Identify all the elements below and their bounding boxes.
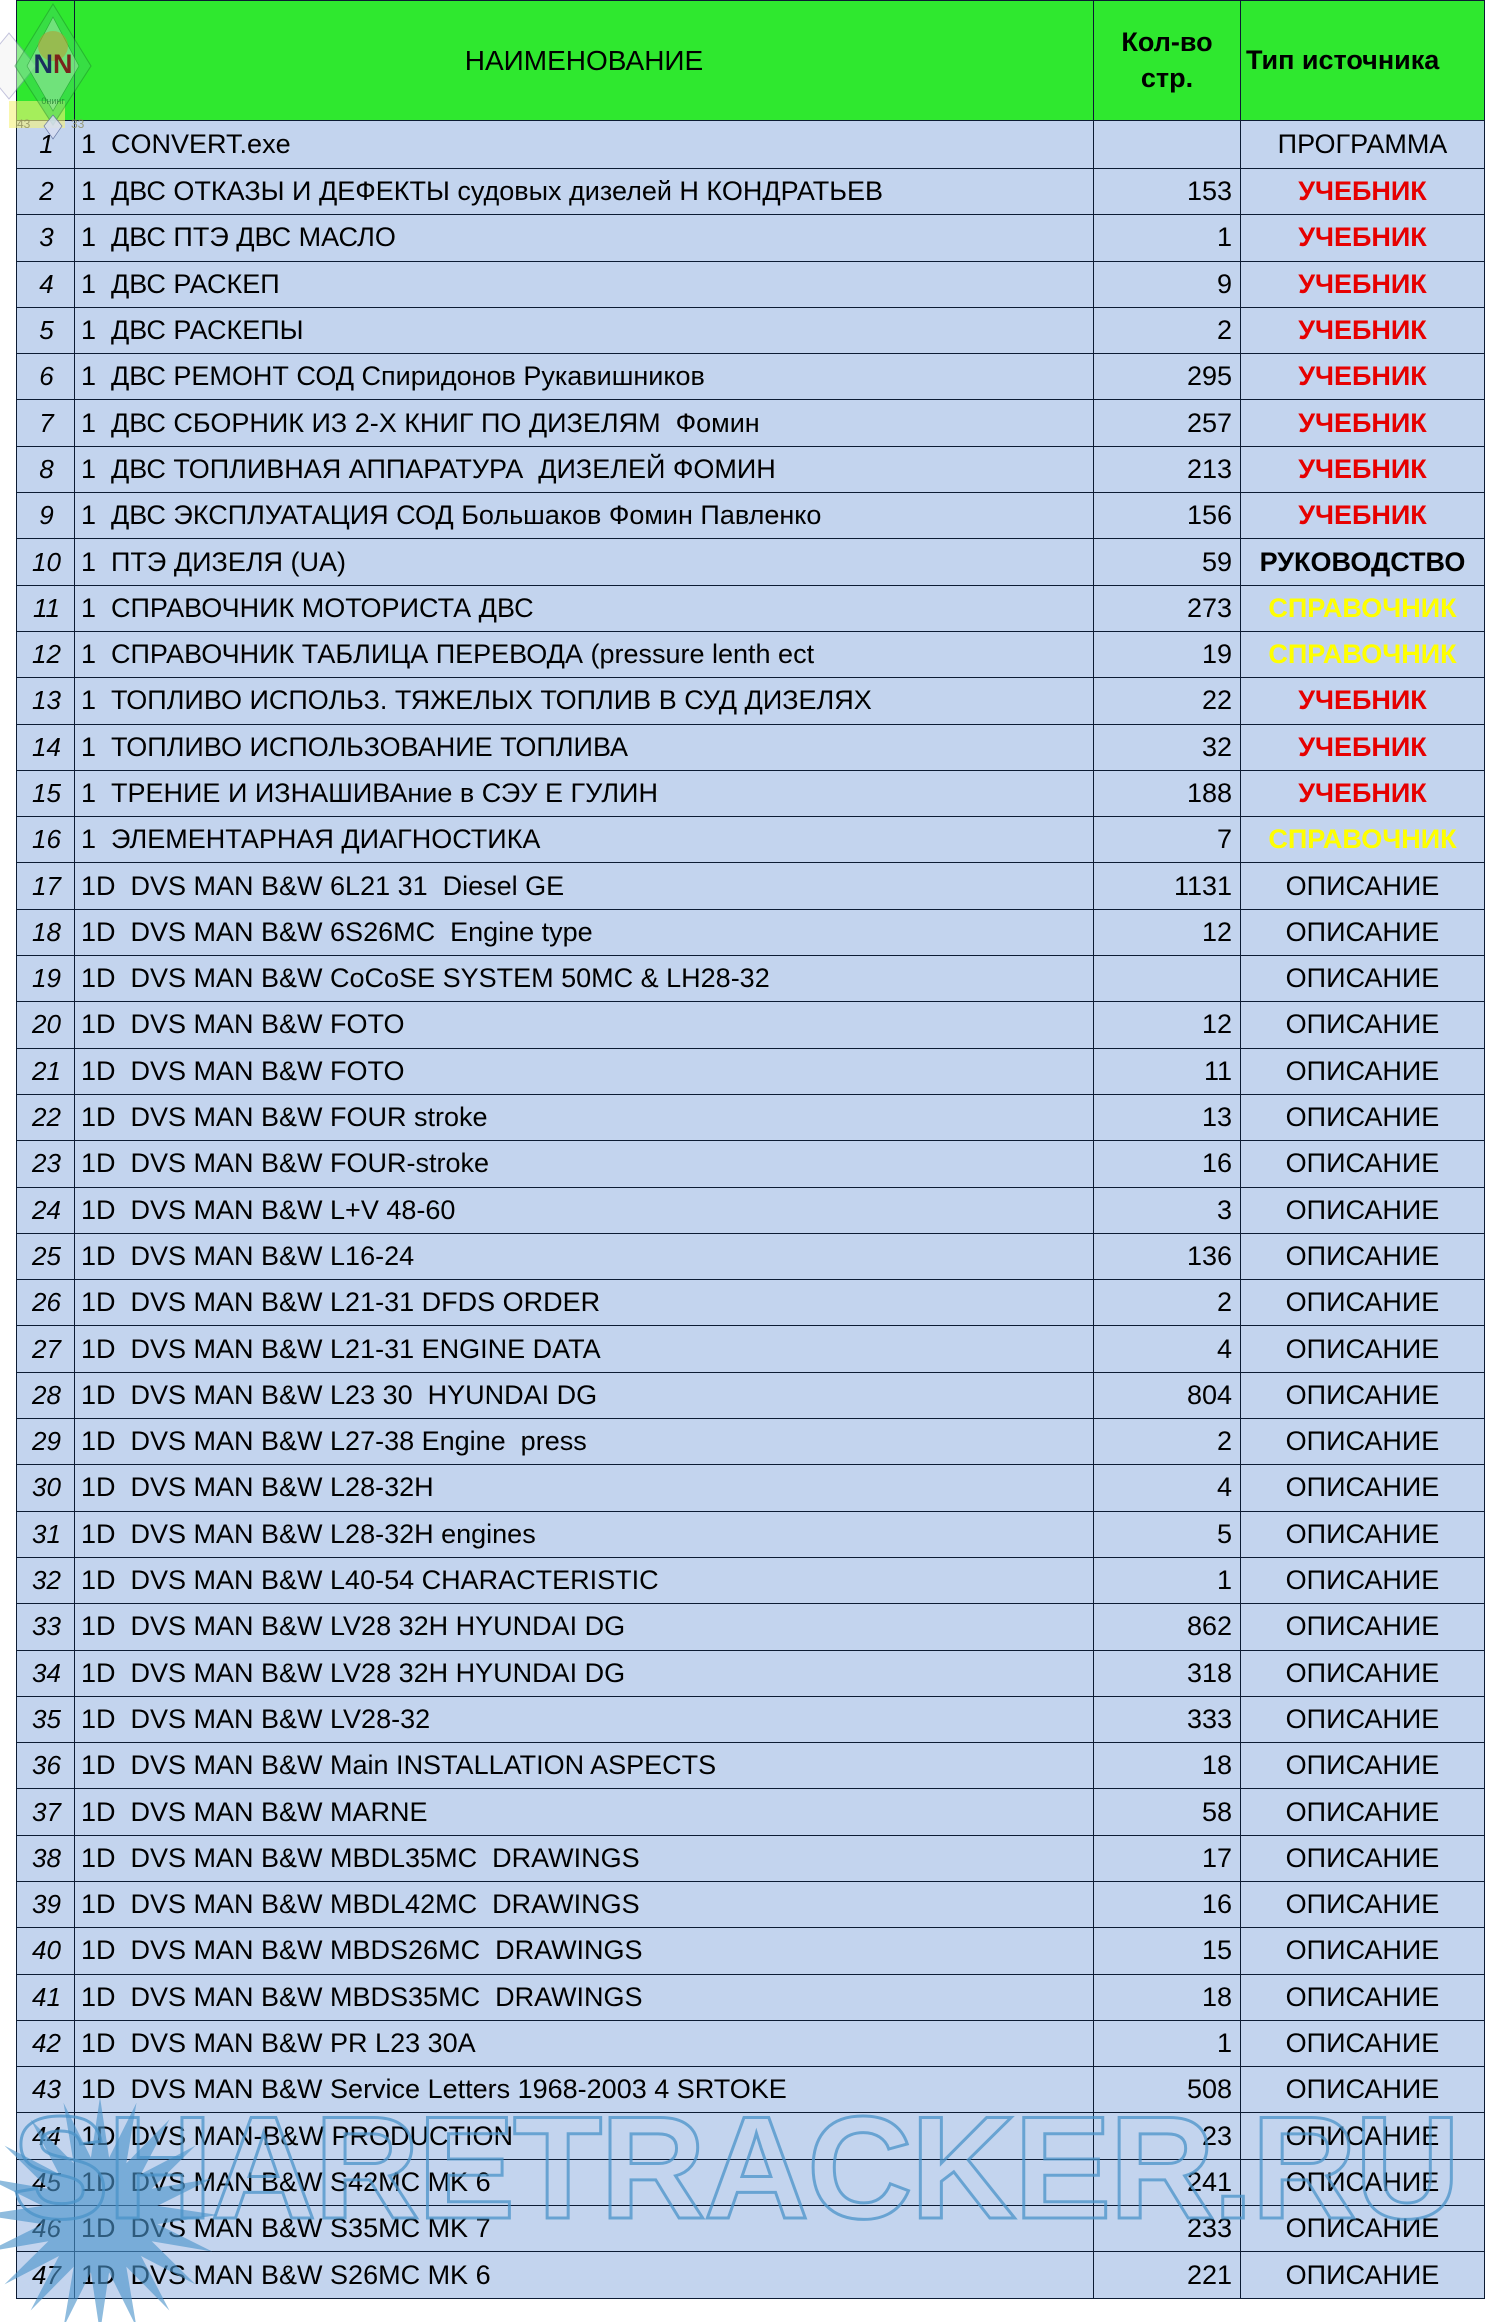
svg-text:NN: NN [34,49,73,79]
svg-text:33: 33 [71,117,85,131]
svg-text:0нинг: 0нинг [41,96,65,106]
svg-text:43: 43 [17,117,31,131]
